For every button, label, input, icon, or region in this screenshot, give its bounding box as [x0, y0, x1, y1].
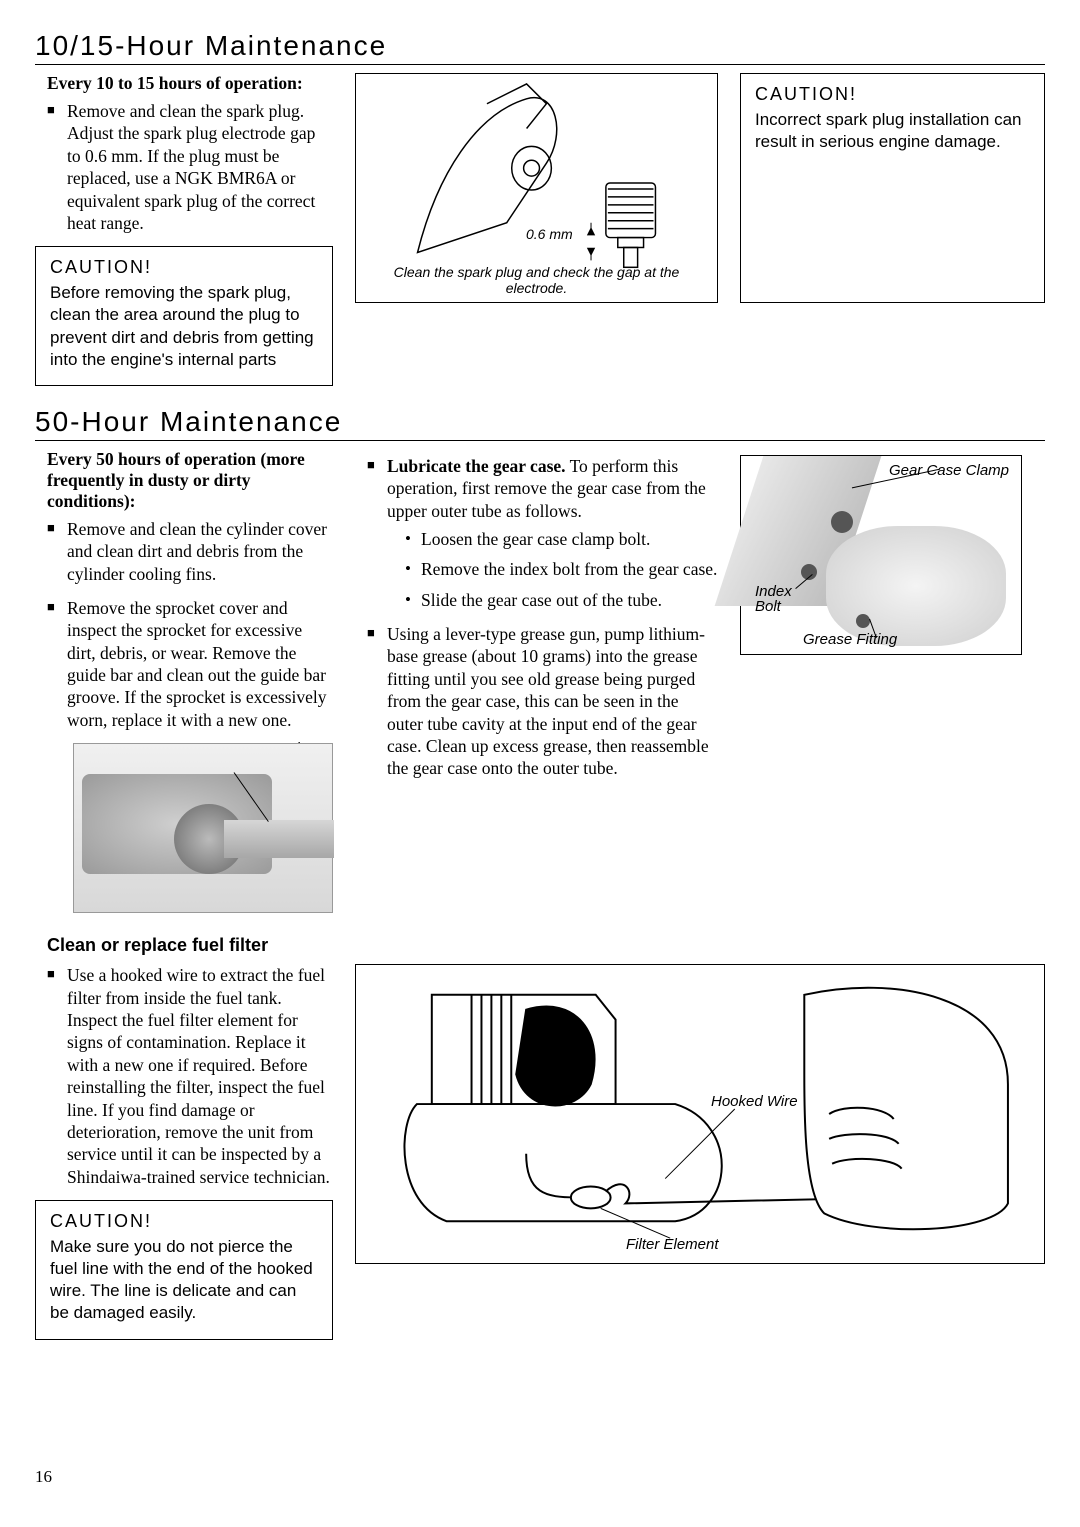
bullet-sprocket: Remove the sprocket cover and inspect th… — [47, 597, 333, 731]
caution-body: Incorrect spark plug installation can re… — [755, 109, 1030, 153]
col-mid-1: 0.6 mm Clean the spark plug and check th… — [355, 73, 718, 303]
bullet-cylinder-cover: Remove and clean the cylinder cover and … — [47, 518, 333, 585]
subheading-fuel-filter: Clean or replace fuel filter — [35, 935, 1045, 956]
caution-title: CAUTION! — [50, 257, 318, 278]
col-right-2: Gear Case Clamp IndexBolt Grease Fitting — [740, 449, 1045, 655]
section-50-hour: 50-Hour Maintenance Every 50 hours of op… — [35, 406, 1045, 914]
gear-label-index: IndexBolt — [755, 584, 792, 616]
bullet-fuel-filter: Use a hooked wire to extract the fuel fi… — [47, 964, 333, 1188]
intro-1: Every 10 to 15 hours of operation: — [35, 73, 333, 94]
caution-title: CAUTION! — [755, 84, 1030, 105]
label-hooked-wire: Hooked Wire — [711, 1093, 798, 1110]
heading-50: 50-Hour Maintenance — [35, 406, 1045, 441]
caution-box-3: CAUTION! Make sure you do not pierce the… — [35, 1200, 333, 1339]
bullet-spark-plug: Remove and clean the spark plug. Adjust … — [47, 100, 333, 234]
col-left-3: Use a hooked wire to extract the fuel fi… — [35, 964, 333, 1339]
section-10-15-hour: 10/15-Hour Maintenance Every 10 to 15 ho… — [35, 30, 1045, 386]
caution-body: Make sure you do not pierce the fuel lin… — [50, 1236, 318, 1324]
figure-gear-case: Gear Case Clamp IndexBolt Grease Fitting — [740, 455, 1022, 655]
caution-body: Before removing the spark plug, clean th… — [50, 282, 318, 370]
lub-bold: Lubricate the gear case. — [387, 456, 566, 476]
col-left-2: Every 50 hours of operation (more freque… — [35, 449, 333, 914]
col-mid-2: Lubricate the gear case. To perform this… — [355, 449, 718, 792]
section-fuel-filter: Clean or replace fuel filter Use a hooke… — [35, 935, 1045, 1339]
col-figure-3: Hooked Wire Filter Element — [355, 964, 1045, 1264]
gear-label-grease: Grease Fitting — [803, 631, 897, 648]
label-filter-element: Filter Element — [626, 1236, 719, 1253]
caution-box-1: CAUTION! Before removing the spark plug,… — [35, 246, 333, 385]
sprocket-illustration — [73, 743, 333, 913]
caution-title: CAUTION! — [50, 1211, 318, 1232]
col-left-1: Every 10 to 15 hours of operation: Remov… — [35, 73, 333, 386]
fuel-filter-illustration — [356, 965, 1044, 1263]
bullet-lubricate: Lubricate the gear case. To perform this… — [367, 455, 718, 611]
sub-remove-index: Remove the index bolt from the gear case… — [405, 558, 718, 580]
gap-label: 0.6 mm — [526, 226, 573, 242]
fig1-caption: Clean the spark plug and check the gap a… — [356, 264, 717, 296]
caution-box-2: CAUTION! Incorrect spark plug installati… — [740, 73, 1045, 303]
figure-sprocket-wrap: Inspect thesprocket — [35, 743, 333, 913]
figure-fuel-filter: Hooked Wire Filter Element — [355, 964, 1045, 1264]
intro-2: Every 50 hours of operation (more freque… — [35, 449, 333, 512]
figure-spark-plug: 0.6 mm Clean the spark plug and check th… — [355, 73, 718, 303]
sub-loosen: Loosen the gear case clamp bolt. — [405, 528, 718, 550]
col-right-1: CAUTION! Incorrect spark plug installati… — [740, 73, 1045, 303]
bullet-grease-gun: Using a lever-type grease gun, pump lith… — [367, 623, 718, 780]
page-number: 16 — [35, 1467, 52, 1487]
heading-10-15: 10/15-Hour Maintenance — [35, 30, 1045, 65]
sub-slide: Slide the gear case out of the tube. — [405, 589, 718, 611]
